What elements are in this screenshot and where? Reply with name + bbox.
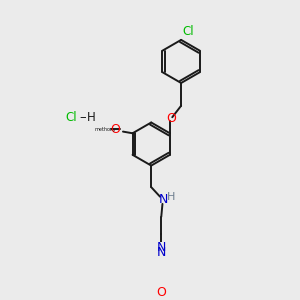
Text: H: H [167,192,176,202]
Text: N: N [157,241,166,254]
Text: N: N [159,193,168,206]
Text: Cl: Cl [65,111,77,124]
Text: N: N [157,246,166,259]
Text: H: H [87,111,96,124]
Text: methoxy: methoxy [94,127,116,132]
Text: O: O [166,112,176,125]
Text: O: O [156,286,166,299]
Text: –: – [79,111,86,124]
Text: Cl: Cl [182,25,194,38]
Text: O: O [110,123,120,136]
